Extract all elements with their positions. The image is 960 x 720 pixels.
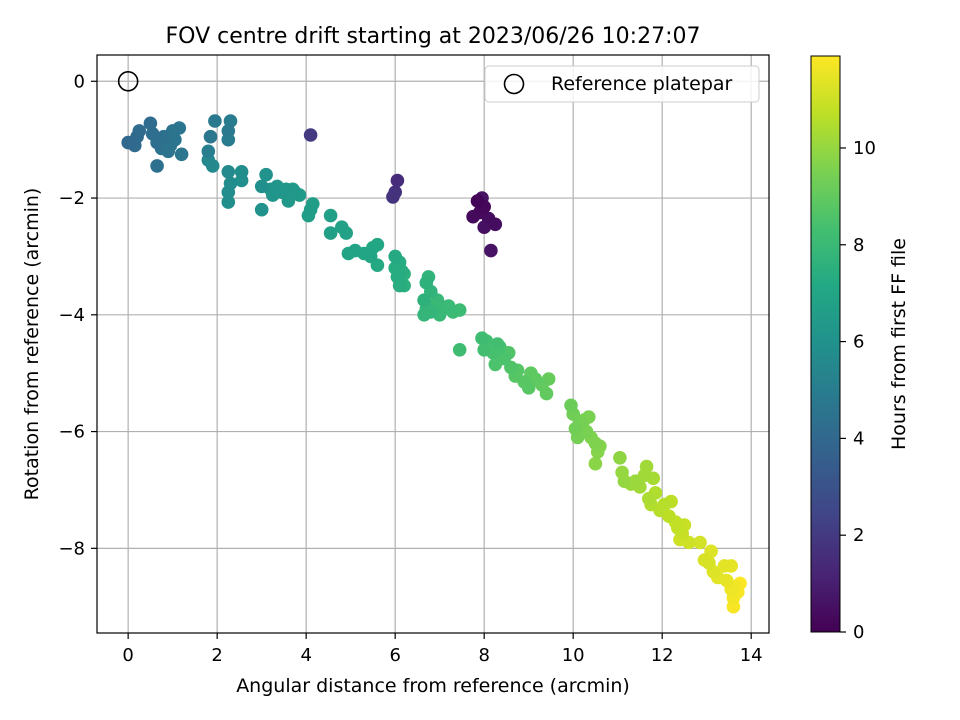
x-axis-label: Angular distance from reference (arcmin)	[236, 675, 630, 697]
scatter-point	[266, 188, 280, 202]
y-axis-ticks: 0 −2 −4 −6 −8	[58, 71, 97, 559]
scatter-point	[234, 165, 249, 179]
scatter-point	[221, 185, 236, 199]
x-axis-ticks: 0 2 4 6 8 10 12 14	[122, 633, 763, 666]
scatter-point	[441, 299, 456, 313]
scatter-point	[628, 474, 643, 489]
x-tick-label: 10	[562, 645, 585, 666]
legend-entry-reference: Reference platepar	[551, 73, 733, 95]
scatter-point	[657, 497, 672, 512]
scatter-point	[693, 535, 707, 550]
scatter-point	[370, 237, 385, 252]
scatter-point	[568, 421, 583, 436]
grid-lines	[97, 55, 769, 633]
scatter-point	[475, 331, 489, 346]
scatter-point	[254, 202, 269, 217]
scatter-point	[221, 165, 236, 179]
colorbar-tick-label: 10	[853, 138, 876, 159]
scatter-point	[613, 451, 627, 465]
x-tick-label: 8	[478, 645, 489, 666]
x-tick-label: 4	[300, 645, 311, 666]
scatter-point	[201, 144, 216, 159]
scatter-point	[639, 459, 654, 474]
scatter-point	[323, 208, 338, 223]
plot-frame	[96, 54, 770, 634]
legend-box	[484, 65, 760, 103]
x-tick-label: 2	[211, 645, 222, 666]
scatter-point	[150, 159, 164, 173]
scatter-point	[470, 194, 485, 208]
colorbar-tick-label: 2	[853, 525, 864, 546]
scatter-point	[303, 202, 318, 217]
scatter-point	[390, 173, 405, 188]
scatter-point	[254, 179, 269, 194]
scatter-point	[521, 381, 536, 395]
x-tick-label: 14	[740, 645, 763, 666]
scatter-point	[390, 270, 405, 284]
y-tick-label: −8	[58, 538, 85, 559]
scatter-point	[424, 305, 438, 319]
scatter-point	[452, 303, 467, 317]
colorbar-ticks: 0 2 4 6 8 10	[840, 138, 876, 643]
scatter-point	[221, 195, 236, 209]
scatter-point	[717, 559, 732, 573]
x-tick-label: 0	[122, 645, 133, 666]
colorbar-tick-label: 6	[853, 332, 864, 353]
scatter-point	[323, 226, 338, 240]
scatter-point	[617, 474, 632, 489]
scatter-point	[484, 243, 498, 258]
scatter-point	[174, 147, 189, 162]
scatter-point	[161, 144, 175, 159]
chart-title: FOV centre drift starting at 2023/06/26 …	[166, 24, 701, 49]
scatter-point	[417, 293, 431, 308]
scatter-point	[642, 491, 656, 506]
colorbar	[810, 55, 841, 633]
scatter-point	[348, 243, 362, 258]
legend-marker	[503, 73, 525, 95]
scatter-point	[388, 249, 403, 264]
scatter-point	[477, 343, 492, 357]
scatter-point	[203, 129, 218, 144]
scatter-point	[564, 398, 578, 413]
scatter-point	[539, 386, 554, 401]
scatter-point	[259, 167, 273, 182]
legend: Reference platepar	[484, 65, 760, 103]
colorbar-tick-label: 0	[853, 622, 864, 643]
colorbar-tick-label: 4	[853, 428, 864, 449]
x-tick-label: 6	[389, 645, 400, 666]
scatter-point	[388, 185, 403, 199]
scatter-point	[452, 343, 467, 357]
scatter-point	[702, 556, 716, 570]
scatter-point	[303, 128, 318, 142]
scatter-point	[419, 275, 434, 290]
y-tick-label: −2	[58, 188, 85, 209]
colorbar-tick-label: 8	[853, 235, 864, 256]
scatter-point	[588, 456, 603, 471]
scatter-point	[488, 217, 503, 232]
y-axis-label: Rotation from reference (arcmin)	[21, 188, 43, 501]
scatter-point	[466, 209, 480, 224]
scatter-point	[150, 135, 164, 150]
scatter-point	[588, 436, 603, 451]
x-tick-label: 12	[651, 645, 674, 666]
scatter-point	[497, 351, 512, 366]
scatter-point	[121, 135, 135, 150]
reference-platepar-marker	[117, 70, 139, 92]
reference-marker-group	[117, 70, 139, 92]
scatter-point	[671, 521, 685, 535]
scatter-point	[279, 182, 293, 197]
y-tick-label: 0	[74, 71, 85, 92]
scatter-point	[339, 226, 354, 240]
colorbar-label: Hours from first FF file	[888, 238, 910, 450]
scatter-point	[208, 114, 222, 128]
y-tick-label: −4	[58, 305, 85, 326]
scatter-point	[143, 116, 158, 131]
scatter-point	[221, 124, 236, 138]
scatter-point	[490, 337, 505, 351]
scatter-point	[363, 249, 378, 264]
scatter-points	[121, 114, 747, 614]
y-tick-label: −6	[58, 422, 85, 443]
